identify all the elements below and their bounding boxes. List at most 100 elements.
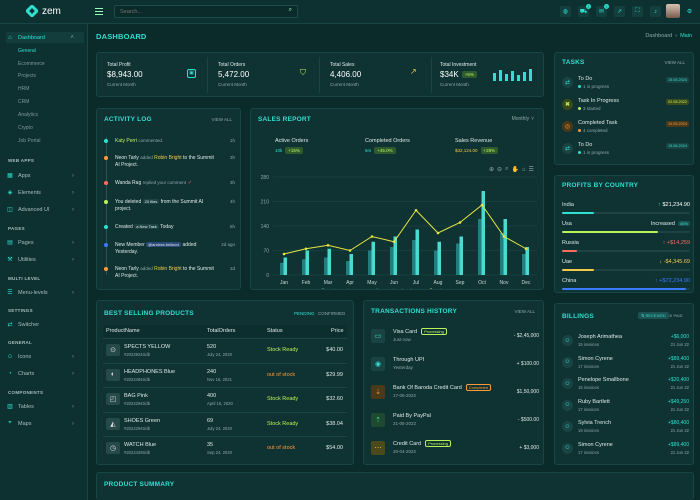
stat-label: Total Profit (107, 62, 131, 68)
legend-label[interactable]: Sales Revenue (435, 288, 466, 289)
legend-label[interactable]: Completed Orders (381, 288, 419, 289)
fullscreen-icon[interactable]: ⛶ (632, 6, 643, 17)
timeline-dot (104, 181, 108, 185)
task-item[interactable]: ⇄ To Do 1 in progress 15.06.2024 (562, 141, 690, 161)
pan-hand-icon[interactable]: ✋ (511, 167, 519, 173)
period-select[interactable]: Monthly ˅ (512, 116, 534, 122)
tab-paid-label: PAID (673, 313, 683, 318)
tab-confirmed[interactable]: CONFIRMED (318, 311, 346, 316)
transaction-item[interactable]: ◉ Through UPI Yesterday + $100.00 (371, 354, 539, 378)
sidebar-toggle-icon[interactable] (95, 8, 103, 15)
sidebar-item-maps[interactable]: ⌖ Maps › (6, 418, 84, 429)
chevron-up-icon: ˄ (70, 34, 74, 41)
sidebar-sub-crm[interactable]: CRM (18, 99, 30, 105)
search-icon[interactable]: ⌕ (288, 7, 292, 13)
stat-value: 4,406.00 (330, 70, 362, 79)
billing-item[interactable]: ☺ Ruby Bartlett 17 invoices +$49,250 21 Jun … (562, 397, 690, 416)
table-header: ProductName TotalOrders Status Price (103, 325, 347, 337)
task-item[interactable]: ⇄ To Do 1 in progress 15.06.2024 (562, 75, 690, 95)
table-row[interactable]: ◐ HEADPHONES Blue #2022494ticlb 240 Nov 16, … (103, 362, 347, 387)
cart-icon[interactable]: ⛟ 2 (578, 4, 591, 17)
activity-actor: New Member (115, 242, 145, 248)
view-all-link[interactable]: VIEW ALL (664, 60, 685, 65)
card-title: TRANSACTIONS HISTORY (371, 308, 457, 315)
brand-logo[interactable]: zem (26, 5, 61, 17)
toggle-icon: ⇄ (7, 322, 13, 328)
sidebar-item-pages[interactable]: ▤ Pages › (6, 237, 84, 248)
table-row[interactable]: ⊙ SPECTS YELLOW #2022924ticlb 520 July 24, 2… (103, 338, 347, 362)
activity-log-card: ACTIVITY LOG VIEW ALL Katy Perri comment… (96, 108, 241, 290)
sidebar-item-icons[interactable]: ✩ Icons › (6, 351, 84, 362)
billing-amount: +$6,000 (670, 334, 689, 340)
table-row[interactable]: ◭ SHOES Green #2022294ticlb 69 July 24, 2020… (103, 411, 347, 436)
table-row[interactable]: ◰ BAG Pink #2022294ticlb 400 April 16, 2020 S… (103, 387, 347, 411)
transaction-item[interactable]: ⇣ Bank Of Baroda Credit Card Completed 17-0… (371, 382, 539, 406)
share-icon[interactable]: ↗ (614, 6, 625, 17)
shopping-bag-icon: ⛉ (300, 68, 306, 77)
task-sub-text: 1 in progress (583, 84, 610, 89)
sidebar-sub-jobportal[interactable]: Job Portal (18, 138, 41, 144)
activity-text: Wanda Rag replied your comment ✓ (115, 179, 215, 187)
task-item[interactable]: ✖ Task In Progress 3 started 02.08.2022 (562, 97, 690, 117)
point-sales-revenue (282, 252, 286, 256)
sidebar: ⌂ Dashboard ˄ General Ecommerce Projects… (0, 24, 88, 500)
tab-pending[interactable]: PENDING (294, 311, 315, 316)
activity-time: 2d ago (221, 242, 235, 247)
bell-icon[interactable]: ♪ (650, 6, 661, 17)
sidebar-sub-projects[interactable]: Projects (18, 73, 37, 79)
arrow-down-icon: ↓ (659, 259, 664, 265)
sidebar-item-utilities[interactable]: ⚒ Utilities › (6, 254, 84, 265)
billing-item[interactable]: ☺ Penelope Smallbone 15 invoices +$20,400 21… (562, 375, 690, 394)
sidebar-item-advanced-ui[interactable]: ◫ Advanced UI › (6, 204, 84, 215)
search-box[interactable]: ⌕ (114, 5, 298, 18)
sidebar-item-switcher[interactable]: ⇄ Switcher (6, 319, 84, 330)
card-title: BILLINGS (562, 313, 594, 320)
mail-icon[interactable]: ✉ 5 (596, 4, 609, 17)
sidebar-item-tables[interactable]: ▥ Tables › (6, 401, 84, 412)
transaction-item[interactable]: ▭ Visa Card Processing Just now - $2,45,000 (371, 326, 539, 350)
view-all-link[interactable]: VIEW ALL (211, 117, 232, 122)
breadcrumb-dashboard[interactable]: Dashboard (645, 33, 673, 39)
sidebar-item-elements[interactable]: ◈ Elements › (6, 187, 84, 198)
settings-gear-icon[interactable]: ⚙ (686, 9, 693, 15)
sidebar-sub-hrm[interactable]: HRM (18, 86, 30, 92)
transaction-name: Credit Card (393, 441, 422, 447)
zoom-in-icon[interactable]: ⊕ (489, 167, 495, 173)
sidebar-item-menu-levels[interactable]: ☰ Menu-levels › (6, 287, 84, 298)
billing-item[interactable]: ☺ Joseph Arimathea 15 invoices +$6,000 21 Ju… (562, 332, 690, 351)
transaction-item[interactable]: ⋯ Credit Card Processing 20-04-2022 + $3,000 (371, 438, 539, 462)
billing-item[interactable]: ☺ Simon Cyrene 17 invoices +$89,400 21 Jun 2… (562, 354, 690, 373)
billing-item[interactable]: ☺ Simon Cyrene 17 invoices +$89,400 21 Jun 2… (562, 440, 690, 459)
reset-home-icon[interactable]: ⌂ (521, 166, 526, 173)
sidebar-sub-analytics[interactable]: Analytics (18, 112, 39, 118)
product-id: #2022924ticlb (124, 352, 151, 357)
billing-item[interactable]: ☺ Sylvia Trench 19 invoices +$80,400 21 Jun … (562, 418, 690, 437)
legend-label[interactable]: Active Orders (327, 288, 355, 289)
metric-value: $32,124.00 (455, 148, 478, 153)
sidebar-sub-crypto[interactable]: Crypto (18, 125, 33, 131)
sidebar-item-dashboard[interactable]: ⌂ Dashboard ˄ (6, 32, 84, 43)
sidebar-item-apps[interactable]: ▦ Apps › (6, 170, 84, 181)
product-thumbnail: ◰ (106, 393, 120, 405)
zoom-out-icon[interactable]: ⊖ (497, 167, 503, 173)
tab-paid[interactable]: ⊘ PAID (669, 313, 683, 318)
sidebar-item-charts[interactable]: ◔ Charts › (6, 368, 84, 379)
task-item[interactable]: ◎ Completed Task 4 completed 10.05.2024 (562, 119, 690, 139)
product-id: #2022294ticlb (124, 401, 151, 406)
billing-avatar-icon: ☺ (562, 421, 573, 432)
country-value: ↑ +$72,234.90 (655, 278, 690, 284)
search-input[interactable] (115, 6, 275, 17)
chart-menu-icon[interactable]: ☰ (528, 167, 534, 173)
avatar[interactable] (666, 4, 680, 18)
table-row[interactable]: ◷ WATCH Blue #2022429ticlb 35 Sep 24, 2020 ou… (103, 436, 347, 460)
view-all-link[interactable]: VIEW ALL (514, 309, 535, 314)
tab-received[interactable]: ⇅ RECEIVED (638, 312, 669, 319)
task-sub: 1 in progress (578, 84, 609, 89)
task-name: Task In Progress (578, 98, 619, 104)
x-tick-label: Dec (522, 280, 531, 286)
search-zoom-icon[interactable]: ⌕ (505, 166, 509, 172)
sidebar-sub-ecommerce[interactable]: Ecommerce (18, 61, 45, 67)
transaction-item[interactable]: ⇡ Paid By PayPal 21-05-2022 - $500.00 (371, 410, 539, 434)
sidebar-sub-general[interactable]: General (18, 48, 36, 54)
globe-icon[interactable]: ◍ (560, 6, 571, 17)
